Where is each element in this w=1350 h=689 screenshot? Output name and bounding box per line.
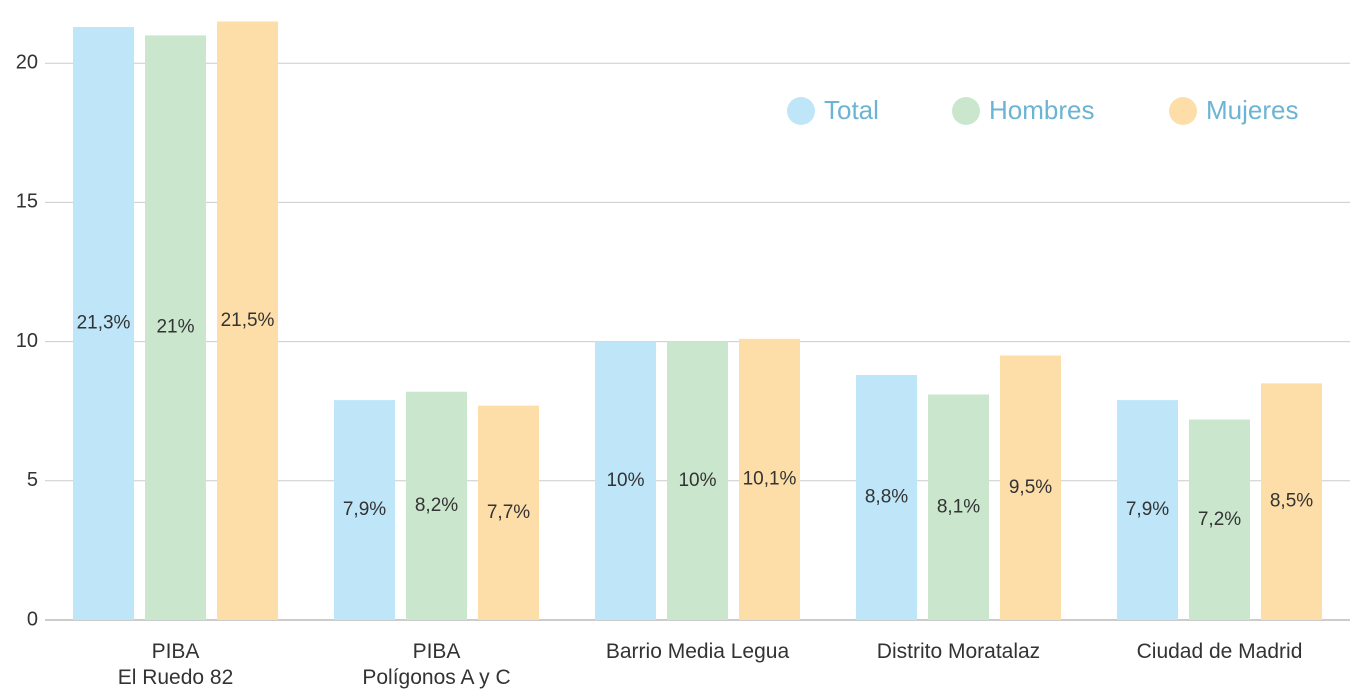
y-tick-label: 5 <box>27 469 38 491</box>
value-label: 7,9% <box>343 499 386 520</box>
bar <box>478 405 539 620</box>
value-label: 7,7% <box>487 502 530 523</box>
x-tick-label: Barrio Media Legua <box>606 640 790 663</box>
value-label: 8,8% <box>865 487 908 508</box>
bar <box>856 375 917 620</box>
legend-label: Total <box>824 95 879 125</box>
y-tick-label: 15 <box>16 191 38 213</box>
value-label: 21,3% <box>77 313 131 334</box>
bar <box>1189 419 1250 620</box>
bar <box>1000 355 1061 620</box>
bar <box>145 35 206 621</box>
bar <box>217 21 278 620</box>
value-label: 21,5% <box>221 310 275 331</box>
bar <box>1117 400 1178 620</box>
x-tick-label: Distrito Moratalaz <box>877 640 1040 663</box>
bar <box>406 391 467 620</box>
legend-label: Mujeres <box>1206 95 1298 125</box>
legend-swatch <box>952 97 980 125</box>
value-label: 10,1% <box>743 468 797 489</box>
value-label: 8,1% <box>937 496 980 517</box>
bar <box>667 341 728 620</box>
bar <box>1261 383 1322 620</box>
value-label: 10% <box>678 470 716 491</box>
y-tick-label: 10 <box>16 330 38 352</box>
legend-swatch <box>1169 97 1197 125</box>
legend-swatch <box>787 97 815 125</box>
value-label: 8,5% <box>1270 491 1313 512</box>
bar <box>73 27 134 620</box>
y-tick-label: 0 <box>27 608 38 630</box>
x-tick-label: PIBA El Ruedo 82 <box>118 640 234 689</box>
value-label: 9,5% <box>1009 477 1052 498</box>
value-label: 10% <box>606 470 644 491</box>
bar <box>595 341 656 620</box>
value-label: 21% <box>156 317 194 338</box>
y-tick-label: 20 <box>16 52 38 74</box>
legend-label: Hombres <box>989 95 1094 125</box>
bar <box>928 394 989 620</box>
bar <box>739 338 800 620</box>
x-tick-label: Ciudad de Madrid <box>1137 640 1303 663</box>
value-label: 8,2% <box>415 495 458 516</box>
value-label: 7,2% <box>1198 509 1241 530</box>
x-tick-label: PIBA Polígonos A y C <box>362 640 510 689</box>
bar <box>334 400 395 620</box>
value-label: 7,9% <box>1126 499 1169 520</box>
